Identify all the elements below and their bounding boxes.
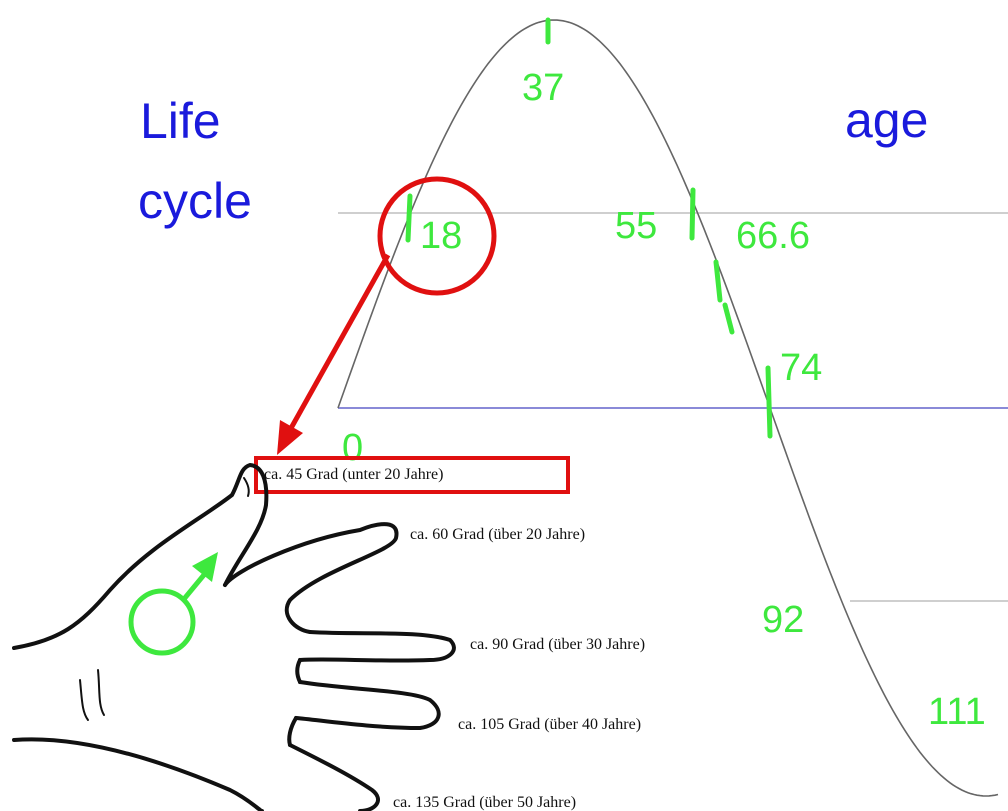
age-label: 92 [762, 599, 804, 641]
hand-outline [12, 463, 456, 811]
arrow-head [277, 420, 303, 455]
title-line: Life [140, 93, 221, 149]
male-symbol [128, 568, 210, 656]
highlight-circle [377, 176, 497, 296]
life-curve [337, 19, 999, 797]
axis-label: age [845, 92, 928, 148]
hand-label: ca. 60 Grad (über 20 Jahre) [410, 526, 585, 543]
age-label: 55 [615, 205, 657, 247]
male-symbol-arrow [192, 552, 218, 582]
age-label: 0 [342, 427, 363, 469]
hand-label: ca. 90 Grad (über 30 Jahre) [470, 636, 645, 653]
age-label: 18 [420, 215, 462, 257]
age-label: 74 [780, 347, 822, 389]
highlight-box [254, 456, 570, 494]
age-label: 111 [928, 691, 986, 733]
arrow-shaft [287, 253, 391, 432]
title-line: cycle [138, 173, 252, 229]
hand-label: ca. 45 Grad (unter 20 Jahre) [264, 466, 443, 483]
age-label: 37 [522, 67, 564, 109]
hand-label: ca. 135 Grad (über 50 Jahre) [393, 794, 576, 811]
age-label: 66.6 [736, 215, 810, 257]
age-ticks [405, 17, 773, 439]
hand-label: ca. 105 Grad (über 40 Jahre) [458, 716, 641, 733]
